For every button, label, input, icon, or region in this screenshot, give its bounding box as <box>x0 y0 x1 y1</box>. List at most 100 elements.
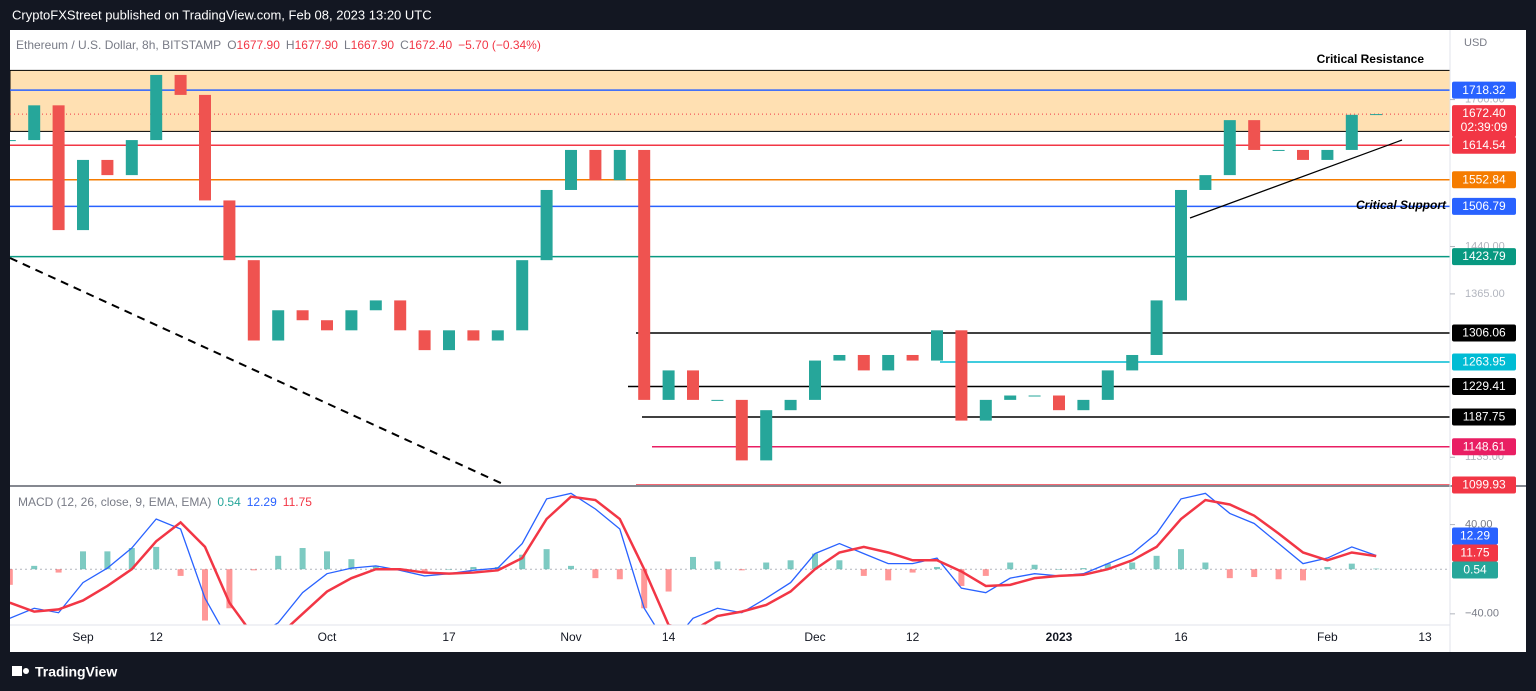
candle <box>1199 175 1212 190</box>
candle <box>1223 120 1236 176</box>
candle <box>296 310 309 321</box>
ohlc-value: 1667.90 <box>351 38 395 52</box>
candle <box>1004 395 1017 400</box>
candle <box>516 260 529 331</box>
level-label-box <box>1452 248 1516 266</box>
countdown: 02:39:09 <box>1461 120 1508 134</box>
candle <box>467 330 480 341</box>
macd-line <box>10 492 1377 625</box>
x-tick-label: 12 <box>150 630 164 644</box>
histogram-bar <box>348 559 355 570</box>
histogram-bar <box>812 553 818 570</box>
candle <box>1370 114 1383 116</box>
histogram-bar <box>909 569 916 573</box>
histogram-bar <box>421 569 428 573</box>
level-label-box <box>1452 105 1516 138</box>
histogram-bar <box>982 569 989 576</box>
histogram-bar <box>543 549 550 570</box>
candle <box>418 330 431 351</box>
histogram-bar <box>934 566 940 570</box>
histogram-bar <box>10 569 13 585</box>
symbol-legend: Ethereum / U.S. Dollar, 8h, BITSTAMP O167… <box>16 38 541 52</box>
legend-value: 12.29 <box>247 495 277 509</box>
candle <box>272 310 285 341</box>
candle <box>931 330 943 361</box>
level-label: 1614.54 <box>1462 138 1506 152</box>
candle <box>565 149 577 190</box>
level-label-box <box>1452 171 1516 189</box>
candle <box>28 105 41 141</box>
level-label-box <box>1452 136 1516 154</box>
annotation: Critical Support <box>1356 198 1447 212</box>
logo <box>12 666 29 676</box>
histogram-bar <box>860 569 867 576</box>
histogram-bar <box>1153 555 1160 570</box>
ohlc-value: 1677.90 <box>237 38 281 52</box>
x-tick-label: 14 <box>662 630 676 644</box>
histogram-bar <box>1324 566 1331 570</box>
macd-legend: MACD (12, 26, close, 9, EMA, EMA) 0.54 12.… <box>18 495 312 509</box>
candle <box>857 354 870 371</box>
histogram-bar <box>519 554 526 570</box>
annotation: Critical Resistance <box>1317 52 1425 66</box>
candle <box>77 159 89 231</box>
level-label: 1148.61 <box>1463 439 1506 453</box>
histogram-bar <box>665 569 672 592</box>
histogram-bar <box>31 565 38 570</box>
level-label: 1229.41 <box>1462 379 1506 393</box>
resistance-zone <box>10 69 1450 132</box>
candle <box>687 370 699 400</box>
level-label-box <box>1452 324 1516 342</box>
histogram-bar <box>592 569 599 579</box>
histogram-bar <box>1104 563 1111 570</box>
candle <box>1272 149 1285 151</box>
candle <box>1126 354 1139 371</box>
x-tick-label: 16 <box>1174 630 1188 644</box>
logo-mark <box>12 666 22 676</box>
currency: USD <box>1464 37 1487 49</box>
candle <box>1077 399 1090 411</box>
histogram-bar <box>275 555 282 570</box>
histogram-bar <box>372 565 379 570</box>
macd-line <box>10 495 1377 625</box>
candle <box>613 149 626 181</box>
ohlc-value: 1672.40 <box>409 38 453 52</box>
candle <box>906 354 919 361</box>
candle <box>882 354 895 371</box>
histogram-bar <box>1178 549 1184 570</box>
histogram-bar <box>641 569 648 609</box>
level-label-box <box>1452 476 1516 494</box>
histogram-bar <box>616 569 623 580</box>
level-label: 1423.79 <box>1462 249 1506 263</box>
x-tick-label: Oct <box>318 630 337 644</box>
candle <box>223 200 236 261</box>
histogram-bar <box>250 569 257 571</box>
candle <box>125 140 138 176</box>
histogram-bar <box>55 569 62 573</box>
candle <box>540 189 553 261</box>
histogram-bar <box>470 566 477 570</box>
level-label-box <box>1452 81 1516 99</box>
histogram-bar <box>1275 569 1282 580</box>
level-label-box <box>1452 378 1516 396</box>
histogram-bar <box>738 569 745 571</box>
macd-label-box <box>1452 561 1498 579</box>
level-label: 1506.79 <box>1462 199 1506 213</box>
candle <box>1248 120 1261 150</box>
histogram-bar <box>299 548 306 570</box>
level-label: 1099.93 <box>1462 478 1506 492</box>
y-tick-label: −40.00 <box>1465 608 1499 620</box>
legend-value: 0.54 <box>217 495 241 509</box>
candle <box>979 399 992 421</box>
candle <box>199 94 211 201</box>
brand: TradingView <box>35 664 117 680</box>
logo-mark <box>23 668 29 674</box>
histogram-bar <box>1031 564 1038 570</box>
candle <box>321 320 333 331</box>
y-tick-label: 1365.00 <box>1465 288 1505 300</box>
x-tick-label: 17 <box>442 630 456 644</box>
y-tick-label: 40.00 <box>1465 518 1493 530</box>
candle <box>247 260 260 341</box>
histogram-bar <box>1300 569 1306 581</box>
